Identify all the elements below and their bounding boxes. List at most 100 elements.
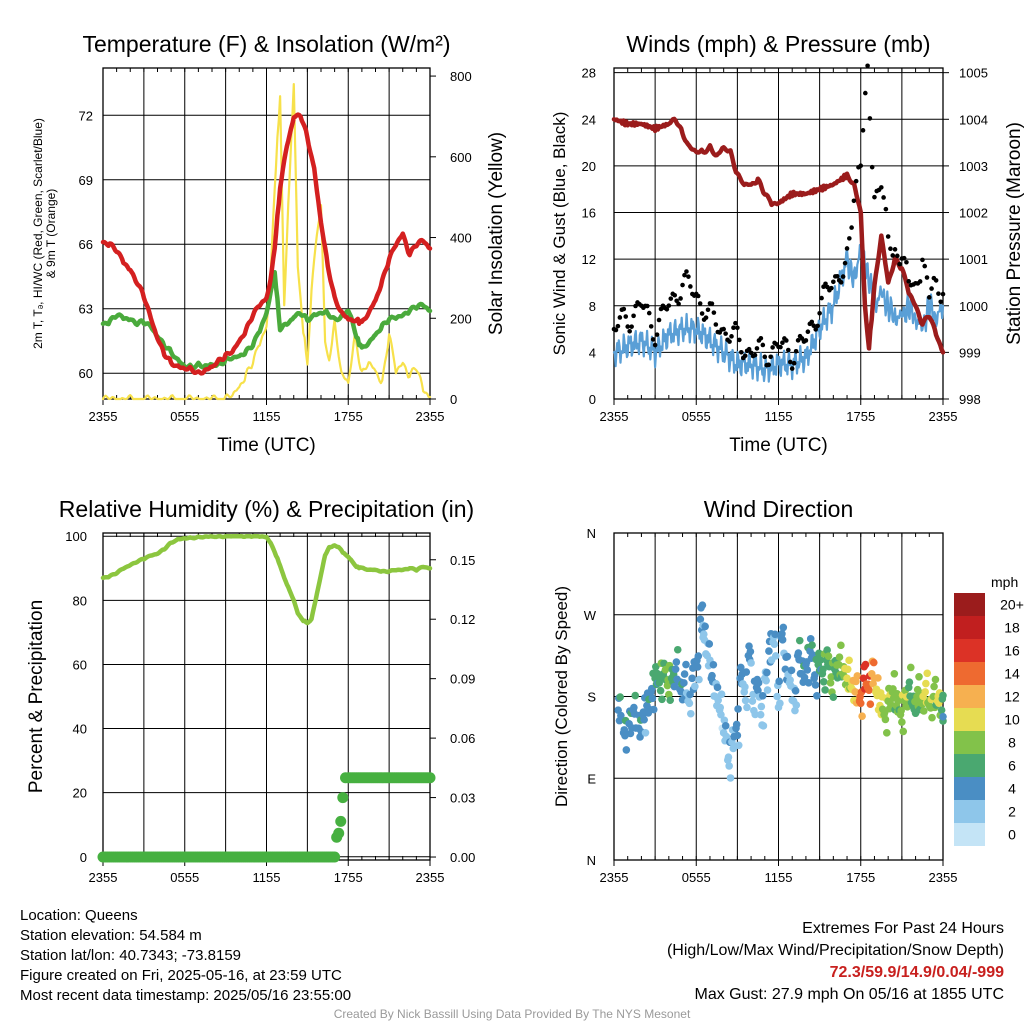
direction-point bbox=[792, 701, 801, 709]
direction-point bbox=[778, 636, 787, 644]
direction-point bbox=[694, 652, 703, 660]
direction-point bbox=[923, 669, 932, 678]
y-tick-label: 24 bbox=[582, 112, 596, 127]
chart-1-axes: 2355 0555 1155 1755 2355 60 63 66 69 72 0 200 400 600… bbox=[79, 67, 472, 424]
extremes-panel: Extremes For Past 24 Hours (High/Low/Max… bbox=[667, 918, 1004, 1006]
gust-point bbox=[737, 337, 742, 343]
direction-point bbox=[865, 686, 873, 694]
direction-point bbox=[894, 696, 903, 705]
gust-point bbox=[735, 325, 740, 331]
gust-point bbox=[815, 323, 820, 329]
colorbar-swatch bbox=[954, 777, 985, 800]
gust-point bbox=[785, 347, 791, 353]
y2-tick-label: 0.15 bbox=[450, 553, 475, 568]
gust-point bbox=[695, 293, 701, 299]
gust-point bbox=[860, 128, 866, 133]
y2-tick-label: 1000 bbox=[959, 299, 988, 314]
gust-point bbox=[713, 322, 719, 327]
recent-data-text: Most recent data timestamp: 2025/05/16 2… bbox=[20, 987, 352, 1004]
direction-point bbox=[652, 663, 660, 671]
y2-axis-label: Station Pressure (Maroon) bbox=[1004, 122, 1024, 345]
elevation-text: Station elevation: 54.584 m bbox=[20, 927, 202, 944]
gust-point bbox=[849, 225, 854, 230]
x-tick-label: 2355 bbox=[600, 870, 629, 885]
colorbar-label: 14 bbox=[1004, 666, 1020, 682]
chart-4-title: Wind Direction bbox=[704, 496, 854, 522]
direction-point bbox=[819, 677, 828, 686]
direction-point bbox=[724, 753, 733, 761]
gust-point bbox=[901, 255, 907, 261]
x-tick-label: 2355 bbox=[929, 870, 958, 885]
direction-point bbox=[819, 665, 827, 674]
temperature-line bbox=[100, 112, 433, 376]
direction-point bbox=[835, 653, 844, 662]
y-tick-label: 60 bbox=[73, 657, 87, 672]
gust-point bbox=[895, 253, 900, 259]
direction-point bbox=[920, 707, 928, 715]
y2-tick-label: 200 bbox=[450, 311, 472, 326]
direction-point bbox=[765, 647, 773, 655]
gust-point bbox=[721, 326, 726, 332]
meteogram-figure: Temperature (F) & Insolation (W/m²)2355 0… bbox=[26, 31, 1024, 885]
gust-point bbox=[711, 310, 717, 315]
direction-point bbox=[816, 656, 825, 664]
direction-point bbox=[939, 691, 947, 700]
gust-point bbox=[664, 306, 670, 312]
direction-point bbox=[786, 676, 794, 684]
direction-point bbox=[641, 729, 650, 737]
pressure-line bbox=[611, 116, 946, 355]
direction-point bbox=[906, 663, 915, 672]
direction-point bbox=[709, 660, 718, 669]
direction-point bbox=[770, 640, 779, 648]
gust-point bbox=[823, 281, 828, 287]
credit-text: Created By Nick Bassill Using Data Provi… bbox=[333, 1007, 691, 1021]
x-tick-label: 0555 bbox=[682, 870, 711, 885]
direction-point bbox=[813, 691, 821, 700]
gust-point bbox=[727, 339, 732, 344]
direction-point bbox=[617, 711, 625, 720]
direction-point bbox=[647, 684, 656, 693]
x-tick-label: 2355 bbox=[89, 870, 118, 885]
direction-point bbox=[695, 675, 703, 684]
gust-point bbox=[831, 279, 836, 285]
colorbar-label: 10 bbox=[1004, 712, 1020, 728]
direction-point bbox=[869, 658, 878, 667]
y-tick-label: W bbox=[584, 608, 597, 623]
direction-point bbox=[672, 658, 681, 666]
colorbar-swatch bbox=[954, 754, 985, 777]
y2-tick-label: 800 bbox=[450, 69, 472, 84]
gust-point bbox=[627, 328, 632, 334]
chart-4-axes: 2355 0555 1155 1755 2355 N E S W N bbox=[584, 526, 958, 885]
x-axis-label: Time (UTC) bbox=[729, 435, 828, 456]
x-tick-label: 2355 bbox=[929, 409, 958, 424]
gust-point bbox=[890, 253, 896, 258]
gust-point bbox=[758, 335, 764, 341]
gust-point bbox=[676, 301, 681, 307]
direction-point bbox=[630, 703, 638, 712]
direction-point bbox=[663, 681, 672, 690]
direction-point bbox=[795, 636, 804, 645]
direction-point bbox=[905, 678, 914, 686]
direction-point bbox=[824, 652, 833, 660]
gust-point bbox=[872, 194, 877, 200]
gust-point bbox=[733, 320, 738, 326]
gust-point bbox=[656, 317, 662, 323]
gust-point bbox=[817, 310, 822, 316]
gust-point bbox=[613, 327, 619, 333]
direction-point bbox=[928, 713, 936, 722]
direction-point bbox=[649, 705, 658, 714]
chart-2-axes: 2355 0555 1155 1755 2355 0 4 8 12 16 20 24 28 998 999 1… bbox=[582, 63, 988, 424]
direction-point bbox=[741, 696, 750, 705]
gust-point bbox=[842, 260, 848, 266]
colorbar-label: 4 bbox=[1008, 781, 1016, 797]
y2-tick-label: 1001 bbox=[959, 252, 988, 267]
y-axis-label-line: & 9m T (Orange) bbox=[44, 189, 58, 279]
gust-point bbox=[762, 354, 768, 360]
direction-point bbox=[616, 693, 624, 701]
direction-point bbox=[882, 729, 891, 737]
gust-point bbox=[633, 303, 638, 309]
direction-point bbox=[771, 630, 779, 639]
y-tick-label: 100 bbox=[65, 529, 87, 544]
gust-point bbox=[780, 340, 785, 345]
gust-point bbox=[648, 324, 654, 329]
